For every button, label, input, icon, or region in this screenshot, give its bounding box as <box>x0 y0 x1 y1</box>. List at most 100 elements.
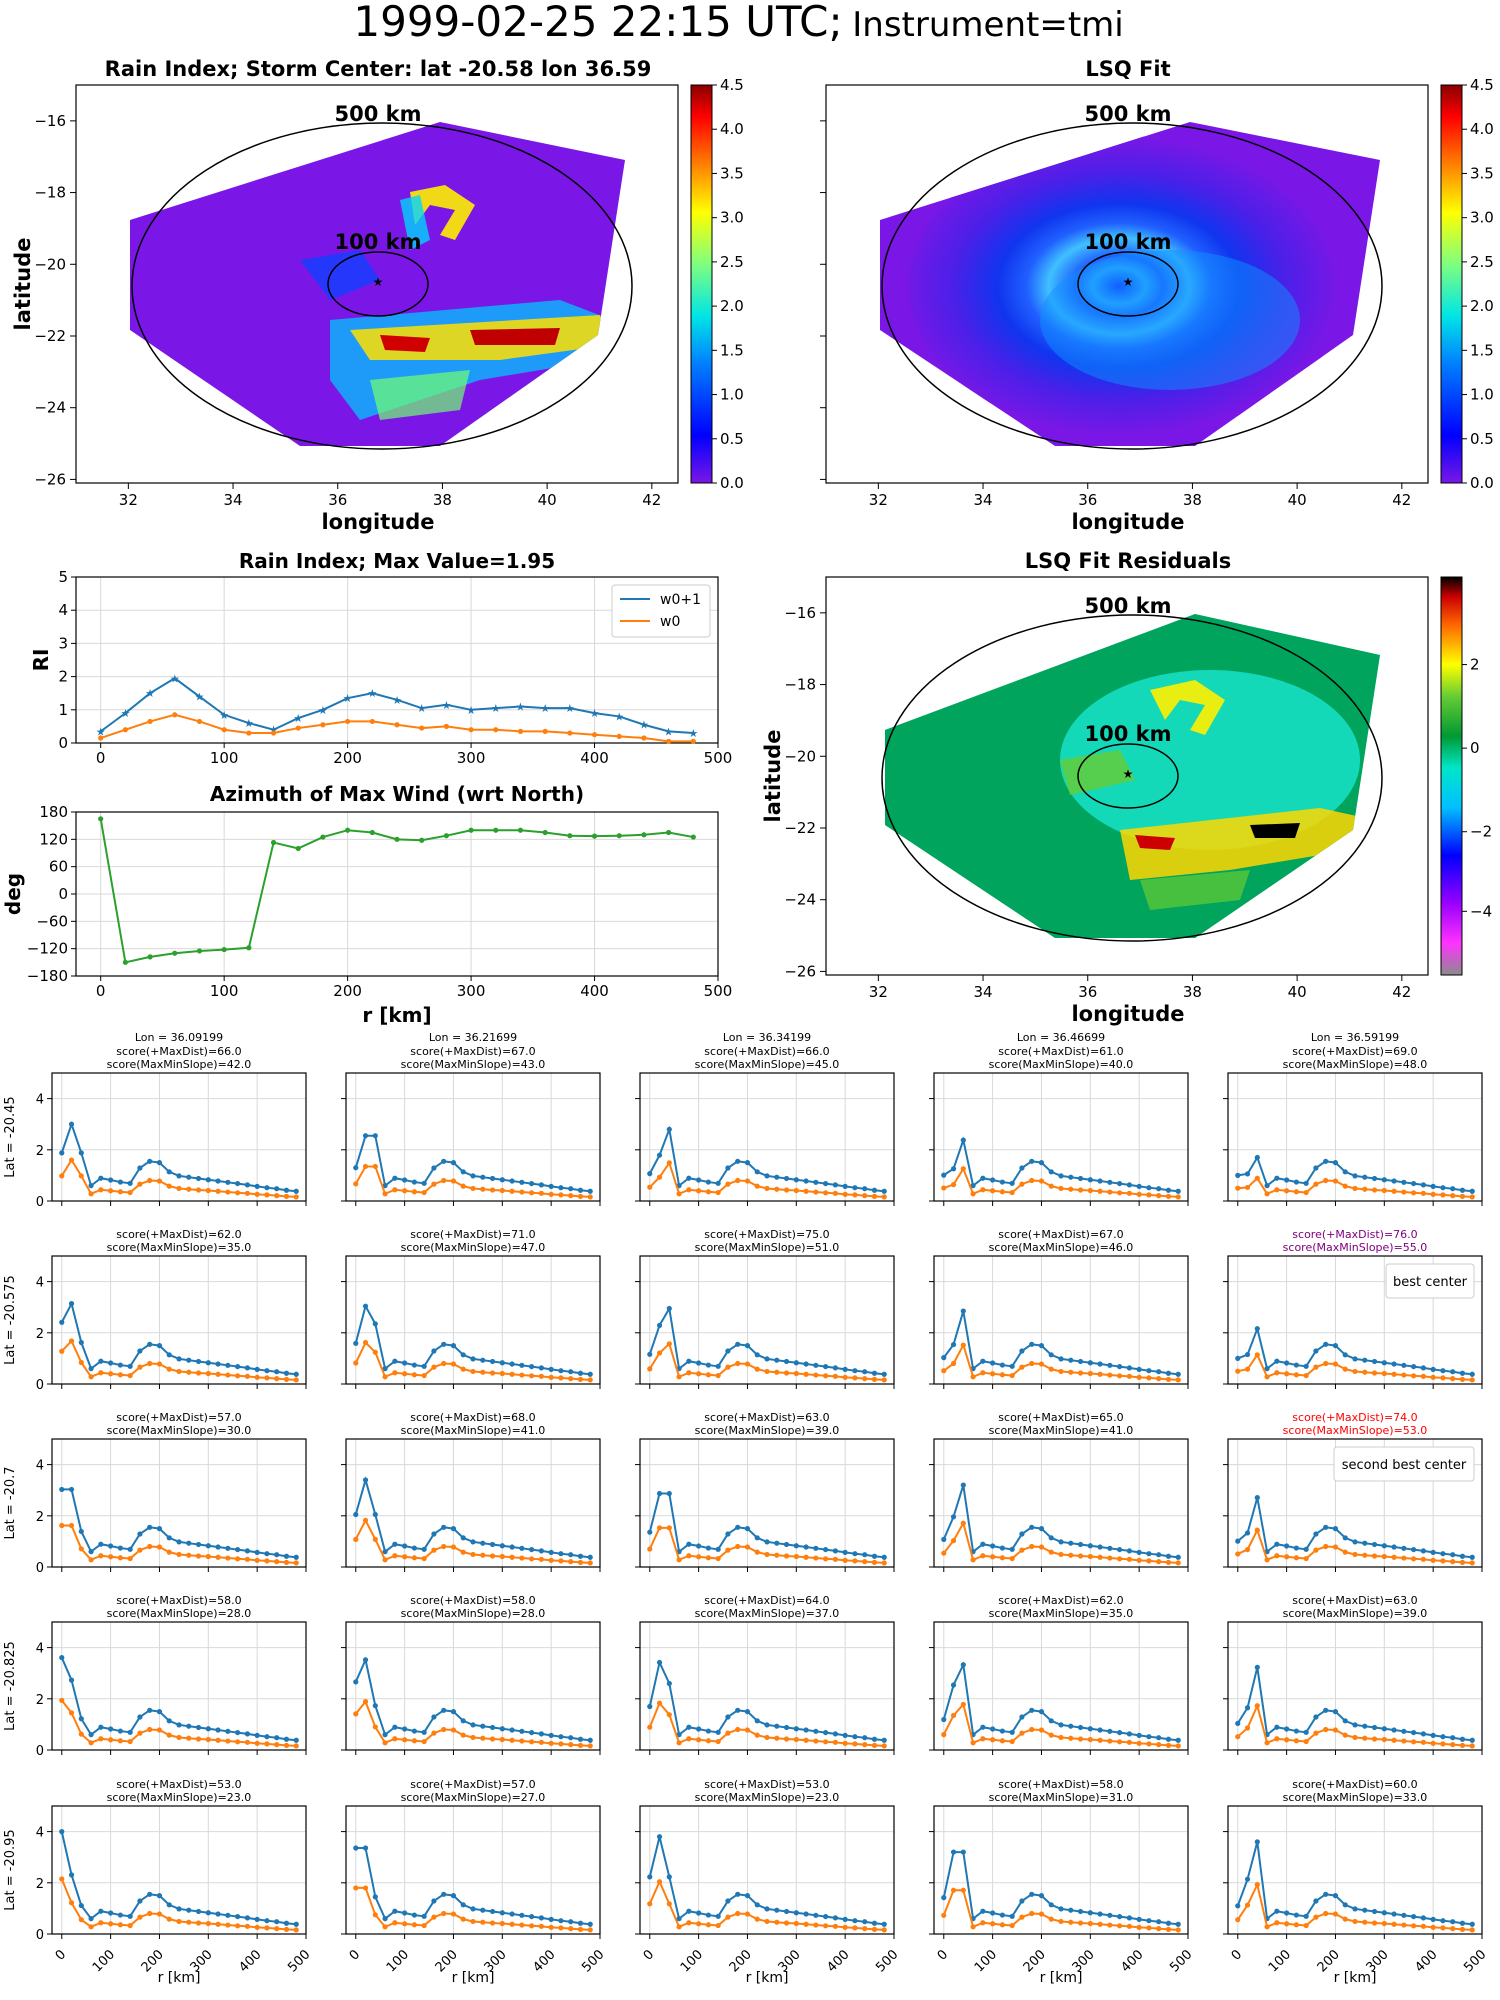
map-ytick-label: −16 <box>784 604 816 622</box>
series-point <box>1058 1173 1064 1179</box>
series-point <box>1420 1548 1426 1554</box>
series-point <box>950 1182 957 1188</box>
series-point <box>568 1919 574 1925</box>
subplot-score-maxdist: score(+MaxDist)=62.0 <box>116 1228 241 1241</box>
series-point <box>78 1339 84 1346</box>
series-point <box>1352 1173 1358 1179</box>
series-point <box>137 1914 143 1920</box>
series-point <box>353 1165 359 1171</box>
series-point <box>1469 1921 1475 1927</box>
series-point <box>754 1366 760 1372</box>
series-point <box>176 1356 182 1362</box>
series-point <box>842 1366 848 1373</box>
series-point <box>1293 1545 1299 1551</box>
series-point <box>1420 1373 1426 1379</box>
series-point <box>78 1528 84 1535</box>
subplot-score-maxdist: score(+MaxDist)=75.0 <box>704 1228 829 1241</box>
residuals-colorbar <box>1440 576 1463 976</box>
residuals-colorbar-ticks: 20−2−4 <box>1462 656 1492 920</box>
series-point <box>1450 1926 1456 1932</box>
colorbar-tick-label: −2 <box>1470 823 1492 841</box>
series-point <box>88 1732 94 1738</box>
series-point <box>538 1190 544 1196</box>
map-xtick-label: 38 <box>1183 983 1202 1001</box>
y-tick-label: 0 <box>36 1561 44 1576</box>
series-point <box>1342 1732 1348 1738</box>
grid-subplot: score(+MaxDist)=63.0score(MaxMinSlope)=3… <box>1223 1594 1483 1755</box>
series-point <box>577 1559 584 1565</box>
series-point <box>1352 1734 1358 1741</box>
series-point <box>1420 1915 1426 1921</box>
series-point <box>1401 1362 1407 1368</box>
series-point <box>529 1363 535 1370</box>
series-point <box>1244 1351 1251 1358</box>
series-point <box>725 1898 731 1904</box>
series-point <box>666 1680 672 1687</box>
series-point <box>108 1543 114 1549</box>
series-line <box>100 677 694 735</box>
plot-area <box>1228 1622 1482 1750</box>
series-point <box>195 1187 202 1193</box>
series-point <box>441 1158 447 1164</box>
map-xtick-label: 32 <box>119 491 138 509</box>
series-point <box>1371 1541 1378 1548</box>
series-point <box>1087 1553 1093 1560</box>
series-point <box>517 728 524 734</box>
series-point <box>1274 1908 1280 1914</box>
series-point <box>577 1742 584 1748</box>
series-point <box>468 827 474 833</box>
series-point <box>402 1554 408 1560</box>
series-point <box>666 1341 672 1347</box>
series-marker: ★ <box>367 687 377 700</box>
series-point <box>1274 1553 1280 1559</box>
series-point <box>656 1659 663 1666</box>
series-point <box>431 1914 437 1920</box>
series-point <box>1411 1556 1417 1562</box>
series-point <box>421 1555 427 1562</box>
series-point <box>823 1556 829 1562</box>
map-xtick-label: 42 <box>642 491 661 509</box>
series-point <box>1420 1365 1426 1371</box>
series-point <box>725 1531 731 1537</box>
ri-legend-label: w0 <box>660 614 680 630</box>
series-point <box>950 1849 957 1855</box>
series-point <box>320 722 326 728</box>
series-point <box>147 1341 153 1347</box>
series-point <box>705 1372 711 1378</box>
series-point <box>529 1729 535 1736</box>
series-point <box>1362 1540 1368 1546</box>
series-point <box>186 1174 192 1180</box>
series-point <box>548 1191 554 1197</box>
series-point <box>960 1137 966 1143</box>
series-point <box>591 732 598 738</box>
series-point <box>1391 1921 1397 1927</box>
series-point <box>941 1716 947 1723</box>
subplot-score-maxminslope: score(MaxMinSlope)=30.0 <box>107 1424 252 1437</box>
series-point <box>823 1923 829 1929</box>
subplot-xlabel: r [km] <box>158 1970 201 1986</box>
series-point <box>577 1736 584 1742</box>
series-point <box>990 1737 996 1743</box>
series-point <box>715 1729 721 1735</box>
series-point <box>1019 1348 1025 1354</box>
series-point <box>1362 1907 1368 1913</box>
series-point <box>538 1365 544 1371</box>
series-point <box>127 1180 133 1186</box>
colorbar-tick-label: 3.5 <box>1470 164 1494 182</box>
series-point <box>1244 1171 1251 1177</box>
series-point <box>754 1902 760 1908</box>
x-tick-label: 100 <box>210 982 239 1000</box>
series-point <box>960 1342 966 1348</box>
series-point <box>372 1894 378 1900</box>
series-point <box>783 1175 790 1182</box>
series-point <box>362 1303 369 1309</box>
series-point <box>1381 1177 1387 1183</box>
series-point <box>686 1541 692 1547</box>
series-point <box>705 1179 711 1185</box>
subplot-score-maxdist: score(+MaxDist)=63.0 <box>704 1411 829 1424</box>
series-point <box>1293 1728 1299 1734</box>
series-point <box>1391 1544 1397 1550</box>
series-point <box>1303 1738 1309 1745</box>
x-tick-label: 200 <box>333 982 362 1000</box>
subplot-score-maxdist: score(+MaxDist)=58.0 <box>410 1594 535 1607</box>
